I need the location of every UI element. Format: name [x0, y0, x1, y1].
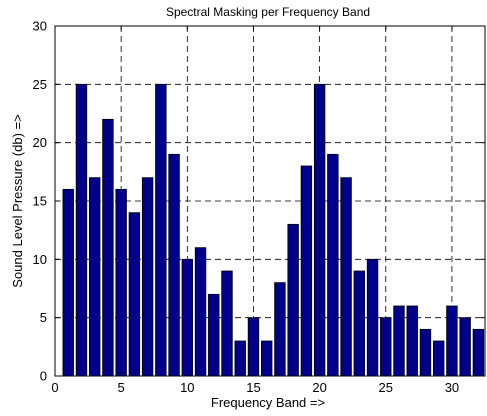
- bar-4: [102, 118, 114, 377]
- bar-1: [62, 188, 74, 377]
- bar-19: [300, 165, 313, 377]
- bar-24: [366, 258, 379, 377]
- bar-21: [327, 153, 339, 377]
- bar-20: [313, 83, 326, 377]
- y-axis-label: Sound Level Pressure (db) =>: [10, 114, 25, 287]
- bar-18: [287, 223, 299, 377]
- bar-32: [472, 328, 485, 377]
- x-tick-label-6: 30: [445, 380, 459, 395]
- bar-13: [221, 270, 233, 377]
- bars: [62, 83, 485, 377]
- bar-12: [208, 293, 220, 377]
- bar-26: [393, 305, 405, 377]
- bar-16: [260, 340, 273, 377]
- y-tick-label-4: 20: [33, 135, 47, 150]
- bar-6: [128, 212, 141, 377]
- y-tick-label-1: 5: [40, 310, 47, 325]
- bar-9: [168, 153, 180, 377]
- y-tick-label-6: 30: [33, 19, 47, 34]
- y-tick-label-2: 10: [33, 252, 47, 267]
- bar-17: [274, 282, 286, 377]
- bar-5: [115, 188, 127, 377]
- bar-22: [340, 177, 352, 377]
- y-tick-label-5: 25: [33, 77, 47, 92]
- bar-7: [141, 177, 154, 377]
- bar-15: [247, 317, 260, 377]
- bar-14: [234, 340, 246, 377]
- bar-28: [419, 328, 432, 377]
- x-tick-label-2: 10: [180, 380, 194, 395]
- bar-2: [75, 83, 88, 377]
- x-tick-label-1: 5: [118, 380, 125, 395]
- bar-30: [446, 305, 458, 377]
- plot-frame: [54, 25, 486, 377]
- bar-25: [380, 317, 392, 377]
- x-axis-label: Frequency Band =>: [211, 395, 325, 410]
- bar-29: [432, 340, 445, 377]
- x-tick-label-0: 0: [51, 380, 58, 395]
- bar-8: [155, 83, 167, 377]
- bar-10: [181, 258, 193, 377]
- y-tick-label-0: 0: [40, 369, 47, 384]
- bar-31: [459, 317, 471, 377]
- x-axis-ticks: 0 5 10 15 20 25 30: [51, 26, 459, 395]
- y-axis-ticks: 0 5 10 15 20 25 30: [33, 19, 485, 384]
- chart-title: Spectral Masking per Frequency Band: [166, 5, 370, 19]
- x-tick-label-5: 25: [379, 380, 393, 395]
- x-tick-label-3: 15: [246, 380, 260, 395]
- bar-3: [89, 177, 101, 377]
- y-tick-label-3: 15: [33, 194, 47, 209]
- x-tick-label-4: 20: [312, 380, 326, 395]
- bar-23: [353, 270, 365, 377]
- bar-27: [406, 305, 418, 377]
- bar-11: [194, 247, 207, 377]
